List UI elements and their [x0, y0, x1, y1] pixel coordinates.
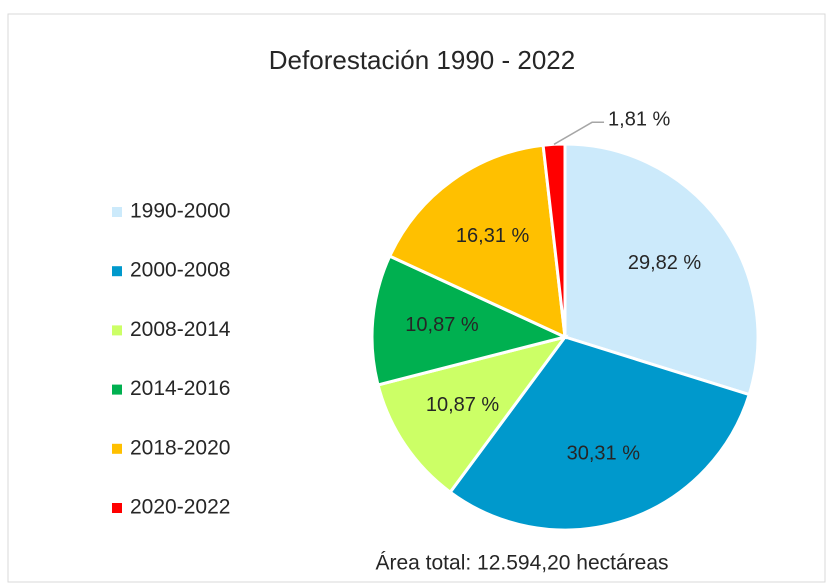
legend-label: 1990-2000: [130, 200, 230, 223]
legend-label: 2018-2020: [130, 436, 230, 459]
data-label: 29,82 %: [628, 252, 702, 274]
data-label: 16,31 %: [456, 225, 530, 247]
legend-swatch: [112, 384, 122, 395]
data-label: 10,87 %: [405, 314, 479, 336]
pie-slice: [563, 142, 760, 397]
legend-swatch: [112, 266, 122, 277]
legend-swatch: [112, 503, 122, 513]
pie-slice: [387, 143, 567, 340]
legend-label: 2020-2022: [130, 496, 230, 519]
pie-slice: [376, 334, 569, 495]
data-label: 30,31 %: [567, 443, 641, 465]
legend-label: 2000-2008: [130, 259, 230, 282]
pie-slice: [448, 335, 752, 532]
annotation: Área total: 12.594,20 hectáreas: [375, 552, 668, 575]
chart-title: Deforestación 1990 - 2022: [269, 45, 575, 75]
data-label: 10,87 %: [426, 394, 500, 416]
leader-line: [553, 121, 605, 145]
pie-slice: [370, 254, 570, 387]
legend-swatch: [112, 443, 122, 454]
legend-swatch: [112, 325, 122, 336]
legend-label: 2008-2014: [130, 318, 231, 341]
legend-swatch: [112, 207, 122, 217]
data-label: 1,81 %: [608, 109, 670, 131]
legend-label: 2014-2016: [130, 377, 230, 400]
